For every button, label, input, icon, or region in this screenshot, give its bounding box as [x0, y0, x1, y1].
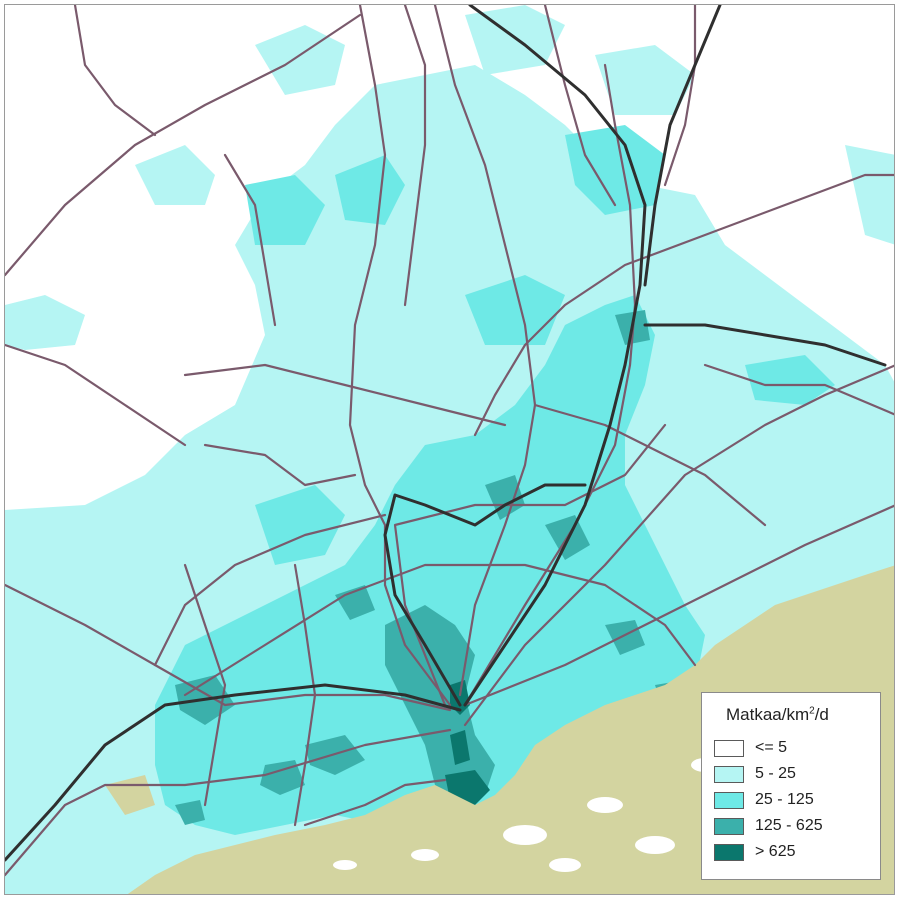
legend-item-label: > 625 [755, 843, 796, 860]
legend-swatch [714, 817, 744, 835]
legend-item: 5 - 25 [714, 761, 870, 787]
legend-item-label: 25 - 125 [755, 791, 814, 808]
legend-swatch [714, 843, 744, 861]
legend-title-main: Matkaa/km [726, 705, 810, 724]
legend-swatch [714, 791, 744, 809]
map-legend: Matkaa/km2/d <= 5 5 - 25 25 - 125 125 - … [701, 692, 881, 880]
legend-item: 125 - 625 [714, 813, 870, 839]
legend-item: 25 - 125 [714, 787, 870, 813]
legend-item-label: 125 - 625 [755, 817, 823, 834]
legend-item-label: 5 - 25 [755, 765, 796, 782]
legend-title: Matkaa/km2/d [726, 705, 870, 725]
legend-item: <= 5 [714, 735, 870, 761]
legend-item-label: <= 5 [755, 739, 788, 756]
legend-swatch [714, 765, 744, 783]
legend-title-tail: /d [814, 705, 829, 724]
rail-network [5, 5, 887, 862]
legend-swatch [714, 739, 744, 757]
road-network [5, 5, 894, 877]
legend-title-superscript: 2 [809, 705, 815, 717]
legend-item: > 625 [714, 839, 870, 865]
